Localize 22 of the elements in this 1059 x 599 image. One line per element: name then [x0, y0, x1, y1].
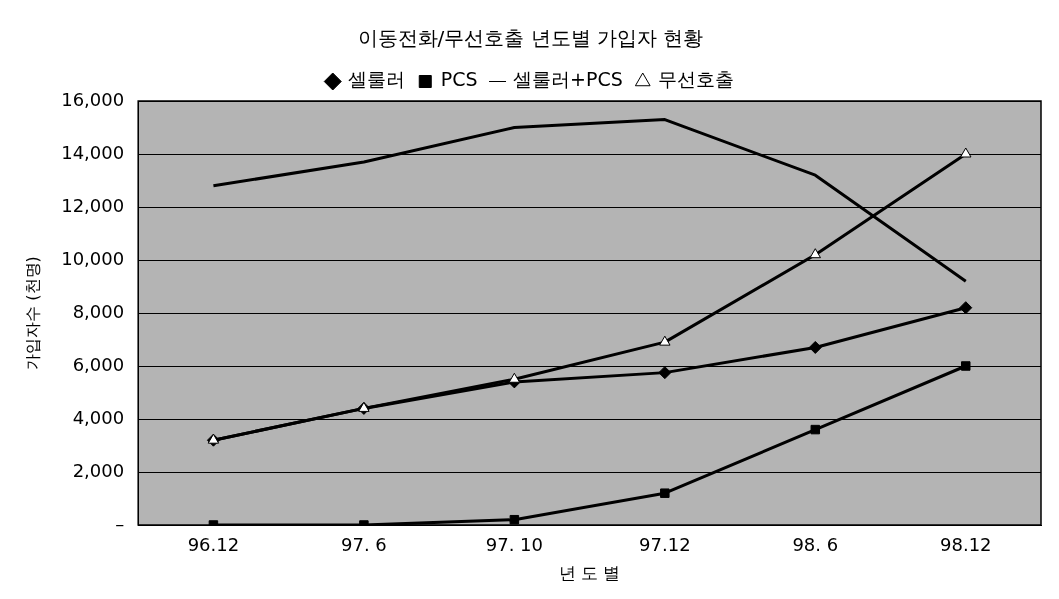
- y-tick-label: 16,000: [61, 88, 125, 110]
- x-tick-label: 97. 6: [340, 534, 387, 556]
- y-tick-label: 12,000: [61, 194, 125, 216]
- y-tick-label: 14,000: [61, 141, 125, 163]
- legend-label: 무선호출: [658, 68, 735, 91]
- y-tick-label: 8,000: [72, 300, 125, 322]
- y-tick-label: 6,000: [72, 353, 125, 375]
- x-tick-label: 97.12: [639, 534, 691, 556]
- legend-label: 셀룰러+PCS: [513, 68, 623, 91]
- x-tick-label: 98. 6: [792, 534, 839, 556]
- y-tick-label: 4,000: [72, 406, 125, 428]
- x-tick-label: 97. 10: [485, 534, 543, 556]
- x-tick-label: 96.12: [187, 534, 240, 556]
- legend-label: 셀룰러: [348, 68, 406, 91]
- x-tick-label: 98.12: [940, 534, 992, 556]
- x-axis-title: 년 도 별: [558, 563, 621, 584]
- y-axis-title: 가입자수 (천명): [22, 256, 42, 370]
- y-tick-label: 10,000: [61, 247, 125, 269]
- y-tick-label: –: [115, 512, 125, 534]
- legend-label: PCS: [440, 68, 478, 91]
- y-tick-label: 2,000: [72, 459, 125, 481]
- chart-title: 이동전화/무선호출 년도별 가입자 현황: [357, 26, 704, 51]
